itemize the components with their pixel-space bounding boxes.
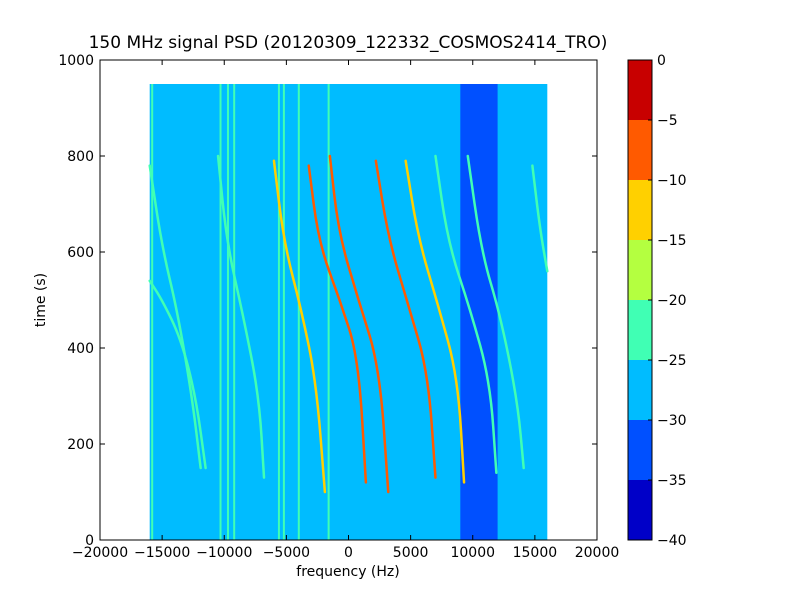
x-tick-label: −10000 bbox=[196, 545, 252, 561]
colorbar-tick-label: −40 bbox=[657, 533, 687, 549]
doppler-trace bbox=[148, 279, 207, 470]
colorbar-tick-label: 0 bbox=[657, 53, 666, 69]
colorbar-segment bbox=[628, 240, 652, 300]
doppler-trace bbox=[466, 154, 525, 470]
doppler-trace bbox=[328, 154, 390, 494]
doppler-trace bbox=[531, 164, 549, 273]
y-tick-label: 800 bbox=[67, 149, 94, 165]
x-tick-label: −5000 bbox=[263, 545, 310, 561]
doppler-trace bbox=[272, 159, 327, 494]
colorbar-tick-label: −5 bbox=[657, 113, 678, 129]
colorbar-tick-label: −35 bbox=[657, 473, 687, 489]
x-tick-label: 20000 bbox=[575, 545, 620, 561]
colorbar-tick-label: −30 bbox=[657, 413, 687, 429]
colorbar-tick-label: −25 bbox=[657, 353, 687, 369]
y-axis-ticks: 0 200 400 600 800 1000 bbox=[58, 53, 597, 549]
colorbar-segment bbox=[628, 300, 652, 360]
colorbar-tick-label: −15 bbox=[657, 233, 687, 249]
doppler-trace bbox=[434, 154, 498, 475]
doppler-trace bbox=[404, 159, 466, 484]
colorbar-segment bbox=[628, 120, 652, 180]
chart-title: 150 MHz signal PSD (20120309_122332_COSM… bbox=[89, 33, 608, 53]
x-tick-label: 0 bbox=[344, 545, 353, 561]
y-axis-label: time (s) bbox=[33, 273, 49, 327]
x-tick-label: −20000 bbox=[72, 545, 128, 561]
colorbar-tick-label: −20 bbox=[657, 293, 687, 309]
doppler-trace bbox=[374, 159, 437, 479]
low-power-band bbox=[460, 84, 498, 540]
colorbar: 0 −5 −10 −15 −20 −25 −30 −35 −40 bbox=[627, 53, 687, 549]
x-axis-label: frequency (Hz) bbox=[296, 564, 399, 580]
x-axis-ticks: −20000 −15000 −10000 −5000 0 5000 10000 15000 20… bbox=[72, 60, 619, 561]
colorbar-tick-label: −10 bbox=[657, 173, 687, 189]
x-tick-label: −15000 bbox=[134, 545, 190, 561]
x-tick-label: 10000 bbox=[450, 545, 495, 561]
colorbar-segment bbox=[628, 360, 652, 420]
y-tick-label: 0 bbox=[85, 533, 94, 549]
x-tick-label: 15000 bbox=[513, 545, 558, 561]
x-tick-label: 5000 bbox=[393, 545, 429, 561]
spectrogram bbox=[148, 84, 549, 540]
y-tick-label: 1000 bbox=[58, 53, 94, 69]
colorbar-segment bbox=[628, 480, 652, 540]
doppler-trace bbox=[148, 164, 202, 470]
colorbar-segment bbox=[628, 180, 652, 240]
y-tick-label: 400 bbox=[67, 341, 94, 357]
colorbar-segment bbox=[628, 420, 652, 480]
y-tick-label: 200 bbox=[67, 437, 94, 453]
doppler-trace bbox=[216, 154, 266, 479]
y-tick-label: 600 bbox=[67, 245, 94, 261]
colorbar-segment bbox=[628, 60, 652, 120]
doppler-trace bbox=[307, 164, 368, 484]
plot-area: −20000 −15000 −10000 −5000 0 5000 10000 15000 20… bbox=[58, 53, 619, 561]
